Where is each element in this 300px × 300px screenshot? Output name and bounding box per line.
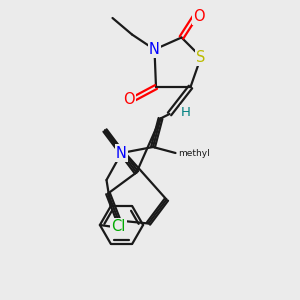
Text: O: O — [123, 92, 135, 106]
Text: N: N — [116, 146, 127, 160]
Text: S: S — [196, 50, 206, 64]
Text: methyl: methyl — [178, 148, 210, 158]
Text: O: O — [193, 9, 204, 24]
Text: N: N — [149, 42, 160, 57]
Text: H: H — [181, 106, 191, 119]
Text: Cl: Cl — [112, 219, 126, 234]
